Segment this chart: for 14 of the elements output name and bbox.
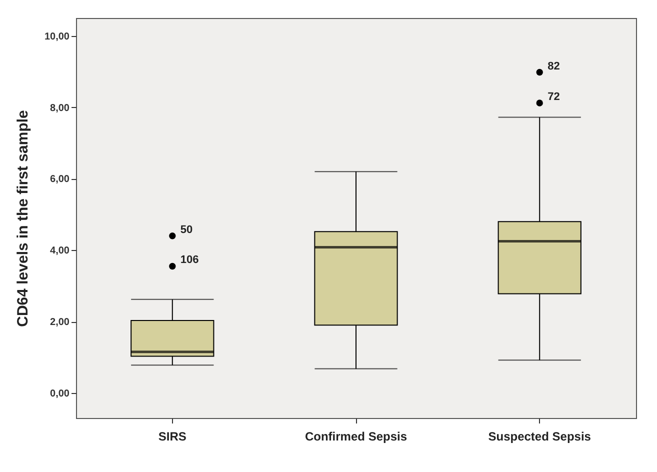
annotation: 82: [548, 60, 560, 72]
x-tick-label: Suspected Sepsis: [488, 430, 592, 444]
annotation: 106: [180, 254, 199, 266]
x-tick-label: Confirmed Sepsis: [304, 430, 408, 444]
annotation: 72: [548, 91, 560, 103]
annotation: 50: [180, 224, 193, 236]
y-tick-label: 0,00: [50, 388, 70, 400]
y-tick-label: 6,00: [50, 174, 70, 186]
x-tick-label: SIRS: [158, 430, 186, 444]
y-tick-label: 2,00: [50, 317, 70, 328]
y-tick-label: 10,00: [44, 31, 70, 42]
y-tick-label: 8,00: [50, 102, 70, 114]
y-axis-title: CD64 levels in the first sample: [14, 110, 32, 327]
y-tick-label: 4,00: [50, 246, 70, 257]
